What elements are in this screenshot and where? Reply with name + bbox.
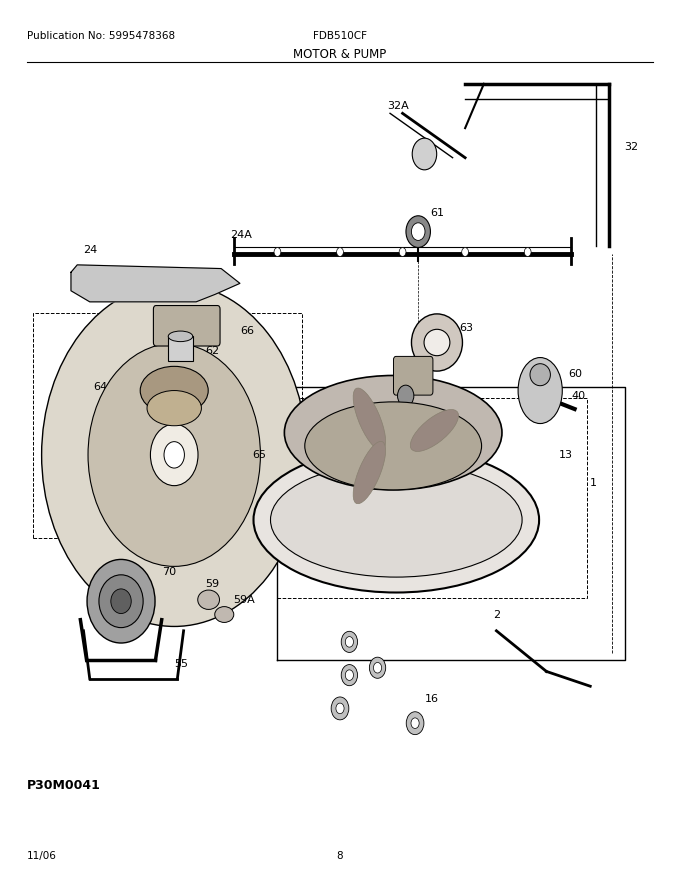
Text: 24: 24 bbox=[84, 246, 98, 255]
Ellipse shape bbox=[271, 463, 522, 577]
Ellipse shape bbox=[530, 363, 550, 385]
Text: 40: 40 bbox=[571, 391, 585, 400]
Ellipse shape bbox=[111, 589, 131, 613]
Ellipse shape bbox=[254, 447, 539, 592]
Bar bbox=[33, 313, 303, 539]
Ellipse shape bbox=[140, 366, 208, 414]
Ellipse shape bbox=[41, 283, 307, 627]
Text: 2: 2 bbox=[493, 610, 500, 620]
Ellipse shape bbox=[88, 343, 260, 567]
Circle shape bbox=[406, 712, 424, 735]
Text: 8: 8 bbox=[337, 851, 343, 861]
Text: 60: 60 bbox=[568, 369, 582, 378]
Text: 13: 13 bbox=[559, 450, 573, 460]
Ellipse shape bbox=[353, 442, 386, 503]
Circle shape bbox=[337, 247, 343, 256]
Text: 66: 66 bbox=[240, 326, 254, 336]
Ellipse shape bbox=[147, 391, 201, 426]
Circle shape bbox=[412, 138, 437, 170]
Ellipse shape bbox=[284, 376, 502, 490]
Circle shape bbox=[341, 631, 358, 652]
Ellipse shape bbox=[518, 357, 562, 423]
Text: 14: 14 bbox=[298, 415, 312, 425]
Circle shape bbox=[462, 247, 469, 256]
Ellipse shape bbox=[198, 590, 220, 610]
Text: FDB510CF: FDB510CF bbox=[313, 31, 367, 40]
Text: 63: 63 bbox=[459, 323, 473, 333]
Text: 32: 32 bbox=[625, 142, 639, 151]
Circle shape bbox=[336, 703, 344, 714]
Circle shape bbox=[345, 636, 354, 647]
Polygon shape bbox=[71, 265, 240, 302]
Circle shape bbox=[399, 247, 406, 256]
Ellipse shape bbox=[168, 331, 192, 341]
Ellipse shape bbox=[87, 560, 155, 643]
Circle shape bbox=[411, 223, 425, 240]
Ellipse shape bbox=[411, 314, 462, 371]
Text: 58: 58 bbox=[415, 391, 429, 400]
Text: 61: 61 bbox=[430, 209, 445, 218]
Text: 11/06: 11/06 bbox=[27, 851, 57, 861]
Circle shape bbox=[406, 216, 430, 247]
Circle shape bbox=[331, 697, 349, 720]
Text: 59A: 59A bbox=[234, 595, 256, 605]
Circle shape bbox=[373, 663, 381, 673]
Ellipse shape bbox=[215, 606, 234, 622]
Ellipse shape bbox=[424, 329, 450, 356]
Ellipse shape bbox=[305, 402, 481, 490]
Text: 32A: 32A bbox=[387, 101, 409, 111]
Text: 65: 65 bbox=[252, 450, 267, 460]
Text: P30M0041: P30M0041 bbox=[27, 779, 101, 792]
Text: MOTOR & PUMP: MOTOR & PUMP bbox=[293, 48, 387, 62]
Text: 1: 1 bbox=[590, 478, 597, 488]
Text: 54: 54 bbox=[477, 419, 492, 429]
Text: 16: 16 bbox=[424, 693, 439, 704]
Text: 59: 59 bbox=[205, 579, 220, 590]
Text: 10: 10 bbox=[426, 354, 441, 363]
Circle shape bbox=[274, 247, 281, 256]
Circle shape bbox=[164, 442, 184, 468]
Text: 24A: 24A bbox=[231, 231, 252, 240]
Circle shape bbox=[524, 247, 531, 256]
Circle shape bbox=[345, 670, 354, 680]
Text: 62: 62 bbox=[205, 347, 220, 356]
Ellipse shape bbox=[410, 409, 458, 451]
Text: 55: 55 bbox=[174, 659, 188, 669]
Bar bbox=[277, 398, 587, 598]
FancyBboxPatch shape bbox=[154, 305, 220, 346]
Circle shape bbox=[411, 718, 419, 729]
Circle shape bbox=[369, 657, 386, 678]
Circle shape bbox=[398, 385, 414, 407]
FancyBboxPatch shape bbox=[394, 356, 433, 395]
Ellipse shape bbox=[353, 388, 386, 451]
Bar bbox=[168, 336, 192, 361]
Text: 70: 70 bbox=[162, 567, 176, 576]
Circle shape bbox=[341, 664, 358, 686]
Ellipse shape bbox=[99, 575, 143, 627]
Text: Publication No: 5995478368: Publication No: 5995478368 bbox=[27, 31, 175, 40]
Circle shape bbox=[150, 424, 198, 486]
Text: 64: 64 bbox=[93, 382, 107, 392]
